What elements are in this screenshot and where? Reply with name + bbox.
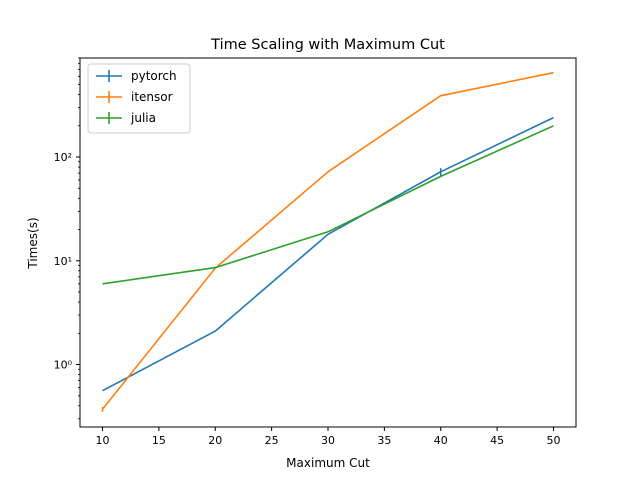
series-layer [101, 71, 554, 412]
x-tick-label: 20 [208, 434, 222, 447]
y-axis-label: Times(s) [26, 217, 40, 269]
legend-box [87, 63, 191, 134]
series-line-pytorch [102, 116, 554, 392]
series-line-julia [102, 125, 554, 285]
x-tick-label: 35 [377, 434, 391, 447]
x-tick-label: 10 [96, 434, 110, 447]
x-tick-label: 45 [490, 434, 504, 447]
y-tick-label: 10⁰ [54, 359, 73, 372]
x-tick-label: 40 [434, 434, 448, 447]
chart-title: Time Scaling with Maximum Cut [210, 37, 445, 53]
x-tick-label: 25 [265, 434, 279, 447]
y-ticks: 10⁰ 10¹ 10² [54, 57, 80, 420]
legend: pytorch itensor julia [87, 63, 191, 134]
y-tick-label: 10² [54, 151, 72, 164]
x-tick-label: 15 [152, 434, 166, 447]
x-tick-label: 50 [546, 434, 560, 447]
series-line-itensor [101, 71, 554, 410]
x-axis-label: Maximum Cut [286, 456, 370, 470]
x-tick-label: 30 [321, 434, 335, 447]
legend-label-pytorch: pytorch [131, 69, 177, 83]
legend-label-julia: julia [130, 111, 156, 125]
legend-label-itensor: itensor [131, 90, 173, 104]
y-tick-label: 10¹ [54, 255, 72, 268]
x-ticks: 10 15 20 25 30 35 40 45 50 [96, 427, 560, 447]
